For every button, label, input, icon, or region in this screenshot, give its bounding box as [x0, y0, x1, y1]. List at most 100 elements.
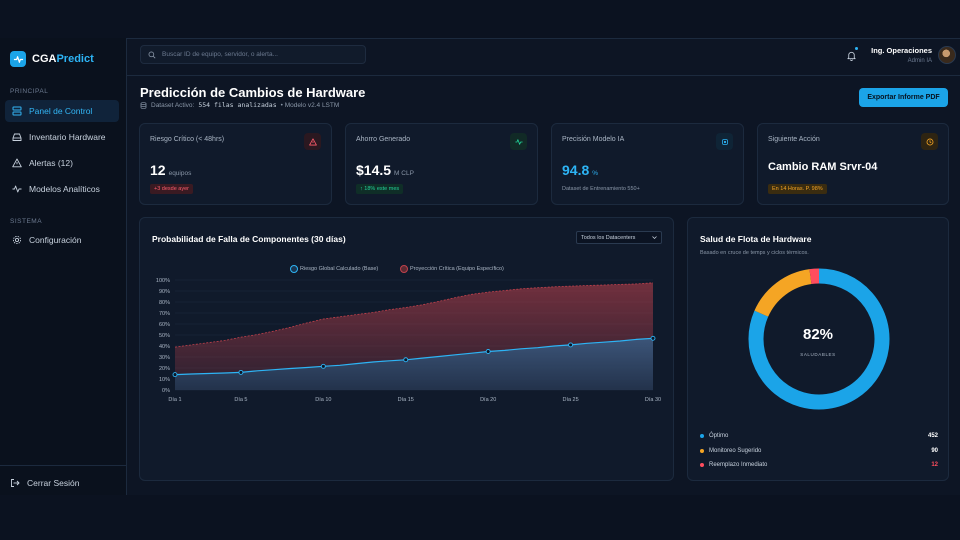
y-tick-label: 80% — [159, 300, 170, 306]
sidebar-item-settings[interactable]: Configuración — [5, 229, 119, 251]
base-point — [172, 372, 178, 378]
sidebar-divider — [0, 465, 127, 466]
legend-item-base[interactable]: Riesgo Global Calculado (Base) — [290, 265, 378, 273]
base-line — [174, 337, 654, 376]
pulse-icon — [12, 185, 22, 193]
sidebar-item-inventory[interactable]: Inventario Hardware — [5, 126, 119, 148]
fleet-donut-chart — [748, 268, 890, 410]
x-tick-label: Día 15 — [398, 397, 414, 403]
y-tick-label: 50% — [159, 333, 170, 339]
kpi-card-next-action: Siguiente Acción Cambio RAM Srvr-04 En 1… — [757, 123, 949, 205]
failure-line-chart: 0% 10% 20% 30% 40% 50% 60% 70% 80% 90% 100% Día 1 Dí… — [156, 278, 661, 403]
dataset-info: Dataset Activo: 554 filas analizadas • M… — [140, 101, 339, 109]
notification-dot — [855, 47, 858, 50]
bell-icon — [847, 51, 856, 61]
base-point — [650, 335, 656, 341]
fleet-health-card: Salud de Flota de Hardware Basado en cru… — [687, 217, 949, 481]
gear-icon — [12, 235, 22, 245]
legend-swatch — [290, 265, 298, 273]
x-tick-label: Día 10 — [315, 397, 331, 403]
legend-label: Óptimo — [709, 433, 729, 439]
donut-slice — [748, 268, 890, 410]
clock-icon — [921, 133, 938, 150]
datacenter-select[interactable]: Todos los Datacenters — [576, 231, 662, 244]
y-tick-label: 60% — [159, 322, 170, 328]
y-tick-label: 90% — [159, 289, 170, 295]
database-icon — [140, 101, 147, 109]
legend-label: Monitoreo Sugerido — [709, 448, 762, 454]
kpi-card-model-accuracy: Precisión Modelo IA 94.8% Dataset de Ent… — [551, 123, 744, 205]
hardware-icon — [12, 133, 22, 141]
legend-label: Riesgo Global Calculado (Base) — [300, 266, 379, 272]
logout-button[interactable]: Cerrar Sesión — [10, 478, 79, 488]
cpu-icon — [716, 133, 733, 150]
kpi-label: Precisión Modelo IA — [562, 136, 625, 143]
y-tick-label: 30% — [159, 355, 170, 361]
legend-row-replace: Reemplazo Inmediato 12 — [700, 462, 938, 468]
pulse-logo-icon — [10, 51, 26, 67]
kpi-label: Riesgo Crítico (< 48hrs) — [150, 136, 225, 143]
export-pdf-button[interactable]: Exportar Informe PDF — [859, 88, 948, 107]
failure-probability-card: Probabilidad de Falla de Componentes (30… — [139, 217, 674, 481]
x-tick-label: Día 25 — [562, 397, 578, 403]
search-input[interactable] — [162, 51, 362, 58]
dataset-label: Dataset Activo: — [151, 101, 195, 109]
sidebar-item-label: Alertas (12) — [29, 158, 73, 168]
donut-center-label: SALUDABLES — [800, 352, 836, 357]
chart-subtitle: Basado en cruce de temps y ciclos térmic… — [700, 250, 809, 256]
y-tick-label: 100% — [156, 278, 170, 284]
y-tick-label: 0% — [162, 388, 170, 394]
sidebar-section-system: SISTEMA — [10, 218, 43, 225]
avatar[interactable] — [938, 46, 956, 64]
x-tick-label: Día 20 — [480, 397, 496, 403]
kpi-card-critical-risk: Riesgo Crítico (< 48hrs) 12 equipos +3 de… — [139, 123, 332, 205]
y-tick-label: 10% — [159, 377, 170, 383]
legend-value: 452 — [927, 433, 938, 439]
chart-title: Probabilidad de Falla de Componentes (30… — [152, 234, 346, 244]
dashboard-icon — [12, 106, 22, 116]
search-bar — [140, 45, 366, 64]
alert-triangle-icon — [304, 133, 321, 150]
x-tick-label: Día 1 — [168, 397, 181, 403]
legend-row-monitor: Monitoreo Sugerido 90 — [700, 448, 938, 454]
notifications-button[interactable] — [846, 47, 858, 66]
brand-name: CGAPredict — [32, 53, 94, 65]
brand-logo-area[interactable]: CGAPredict — [10, 51, 94, 67]
kpi-trend-badge: ↑ 18% este mes — [356, 184, 404, 194]
y-tick-label: 70% — [159, 311, 170, 317]
kpi-label: Ahorro Generado — [356, 136, 411, 143]
logout-icon — [11, 479, 20, 487]
sidebar-item-label: Modelos Analíticos — [29, 184, 100, 194]
search-icon — [148, 51, 156, 58]
base-point — [485, 349, 491, 354]
legend-dot — [700, 463, 704, 467]
kpi-value: 94.8% — [562, 162, 599, 178]
legend-value: 90 — [931, 448, 938, 454]
y-tick-label: 20% — [159, 366, 170, 372]
base-area — [175, 338, 653, 390]
sidebar-section-main: PRINCIPAL — [10, 88, 49, 95]
legend-label: Reemplazo Inmediato — [709, 462, 768, 468]
base-point — [320, 363, 326, 369]
chevron-down-icon — [652, 236, 657, 240]
user-name: Ing. Operaciones — [871, 46, 932, 55]
donut-center-value: 82% — [802, 326, 834, 343]
sidebar-item-alerts[interactable]: Alertas (12) — [5, 152, 119, 174]
dataset-value: 554 filas analizadas — [198, 101, 277, 109]
activity-icon — [510, 133, 527, 150]
donut-slice — [809, 268, 820, 285]
sidebar-item-models[interactable]: Modelos Analíticos — [5, 178, 119, 200]
legend-label: Proyección Crítica (Equipo Específico) — [410, 266, 504, 272]
topbar-divider — [127, 75, 960, 76]
logout-label: Cerrar Sesión — [27, 478, 80, 488]
kpi-card-savings: Ahorro Generado $14.5 M CLP ↑ 18% este me… — [345, 123, 538, 205]
legend-item-critical[interactable]: Proyección Crítica (Equipo Específico) — [400, 265, 504, 273]
user-role: Admin IA — [907, 58, 932, 64]
user-info[interactable]: Ing. Operaciones Admin IA — [871, 46, 932, 64]
sidebar-item-dashboard[interactable]: Panel de Control — [5, 100, 119, 122]
sidebar-item-label: Panel de Control — [29, 106, 93, 116]
y-tick-label: 40% — [159, 344, 170, 350]
model-version: • Modelo v2.4 LSTM — [280, 101, 340, 109]
sidebar-item-label: Configuración — [29, 235, 82, 245]
base-point — [238, 369, 244, 375]
